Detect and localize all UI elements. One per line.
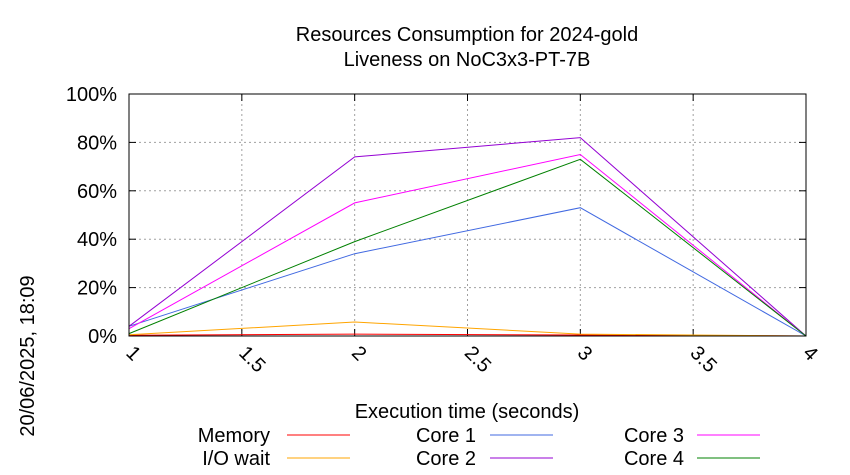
series-line-core-1 xyxy=(128,207,807,337)
x-tick-label: 3 xyxy=(573,342,596,365)
legend-label-core-4: Core 4 xyxy=(624,448,684,470)
y-tick-label: 80% xyxy=(77,132,117,154)
x-tick-label: 2 xyxy=(347,342,370,365)
legend-label-memory: Memory xyxy=(198,425,270,447)
legend-label-i-o-wait: I/O wait xyxy=(202,448,270,470)
x-tick-label: 1 xyxy=(121,342,144,365)
x-tick-label: 4 xyxy=(798,342,821,365)
series-lines xyxy=(128,137,807,337)
timestamp-label: 20/06/2025, 18:09 xyxy=(17,275,39,436)
grid-lines xyxy=(129,94,806,336)
x-tick-label: 2.5 xyxy=(460,342,495,377)
y-tick-labels: 0% 20% 40% 60% 80% 100% xyxy=(66,84,806,348)
y-tick-label: 40% xyxy=(77,229,117,251)
series-line-i-o-wait xyxy=(128,321,807,337)
x-axis-label: Execution time (seconds) xyxy=(355,401,580,423)
legend-label-core-3: Core 3 xyxy=(624,425,684,447)
y-tick-label: 0% xyxy=(88,326,117,348)
legend-label-core-1: Core 1 xyxy=(416,425,476,447)
series-line-core-3 xyxy=(128,153,807,337)
y-tick-label: 100% xyxy=(66,84,117,106)
x-tick-label: 3.5 xyxy=(686,342,721,377)
y-tick-label: 20% xyxy=(77,278,117,300)
series-line-core-2 xyxy=(128,137,807,337)
chart-title-line-2: Liveness on NoC3x3-PT-7B xyxy=(344,49,591,71)
series-line-core-4 xyxy=(128,158,807,337)
y-tick-label: 60% xyxy=(77,181,117,203)
legend-label-core-2: Core 2 xyxy=(416,448,476,470)
plot-frame xyxy=(128,93,807,337)
x-tick-label: 1.5 xyxy=(234,342,269,377)
chart-title-line-1: Resources Consumption for 2024-gold xyxy=(296,24,638,46)
